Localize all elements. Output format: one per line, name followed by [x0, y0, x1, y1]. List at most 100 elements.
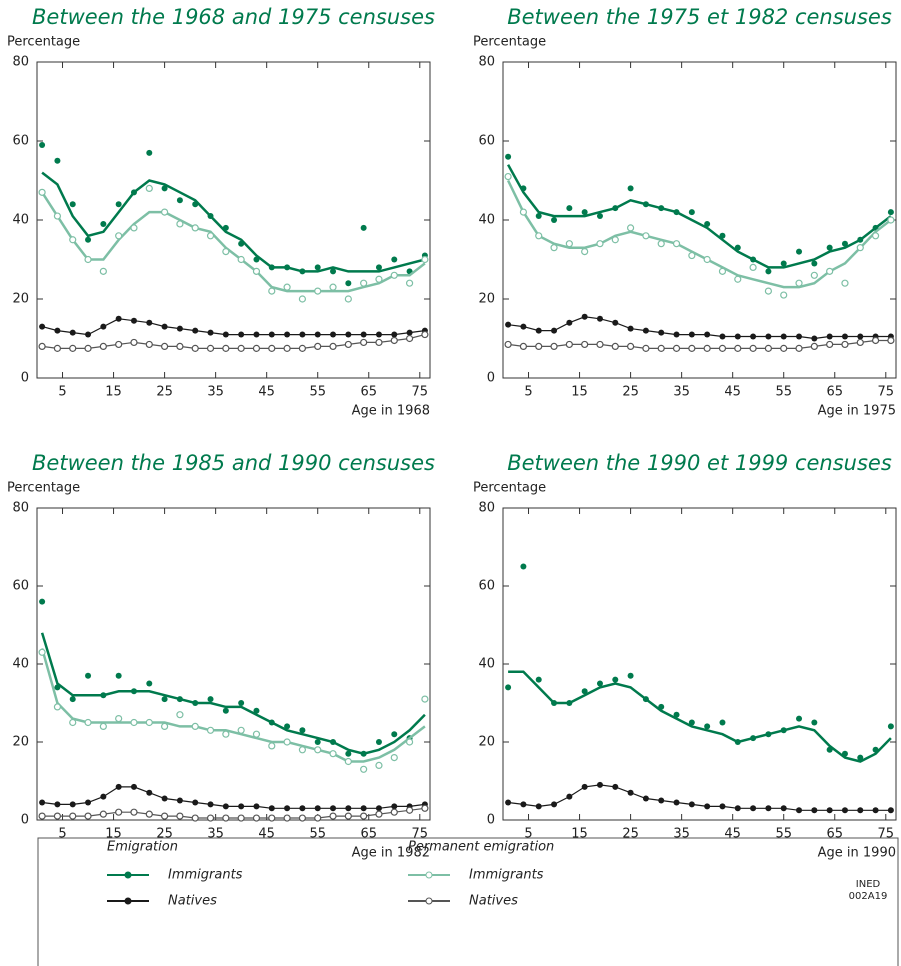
- data-point: [391, 803, 398, 810]
- data-point: [673, 209, 680, 216]
- data-point: [796, 807, 803, 814]
- data-point: [857, 754, 864, 761]
- x-tick-label: 65: [826, 827, 843, 842]
- data-point: [765, 731, 772, 738]
- series-line: [508, 316, 891, 340]
- data-point: [69, 812, 77, 820]
- data-point: [85, 236, 92, 243]
- data-point: [344, 812, 352, 820]
- data-point: [237, 344, 245, 352]
- data-point: [826, 807, 833, 814]
- data-point: [99, 722, 107, 731]
- data-point: [253, 707, 260, 714]
- legend-box: [37, 837, 899, 966]
- data-point: [146, 680, 153, 687]
- data-point: [222, 707, 229, 714]
- x-tick-label: 35: [207, 827, 224, 842]
- data-point: [719, 803, 726, 810]
- series-line: [41, 318, 425, 336]
- data-point: [283, 738, 291, 746]
- x-tick-label: 25: [156, 385, 173, 400]
- data-point: [160, 208, 169, 216]
- data-point: [176, 797, 183, 804]
- legend-marker: [124, 871, 132, 879]
- series-line: [42, 807, 425, 819]
- data-point: [390, 336, 398, 345]
- legend-group-title: Permanent emigration: [408, 840, 554, 855]
- x-tick-label: 25: [156, 827, 173, 842]
- data-point: [314, 739, 321, 745]
- data-point: [626, 224, 635, 232]
- data-point: [268, 814, 276, 822]
- data-point: [520, 801, 527, 808]
- data-point: [765, 268, 772, 275]
- data-point: [657, 240, 665, 248]
- x-tick-label: 45: [724, 385, 741, 400]
- data-point: [146, 789, 153, 796]
- series-line: [507, 164, 892, 269]
- data-point: [841, 807, 848, 814]
- data-point: [268, 742, 276, 750]
- data-point: [704, 803, 711, 810]
- data-point: [749, 263, 757, 271]
- data-point: [222, 814, 230, 822]
- data-point: [505, 321, 512, 328]
- data-point: [206, 726, 215, 734]
- data-point: [130, 688, 137, 695]
- data-point: [145, 810, 153, 818]
- data-point: [69, 801, 76, 808]
- data-point: [734, 275, 742, 283]
- data-point: [658, 205, 665, 212]
- x-tick-label: 65: [360, 385, 377, 400]
- data-point: [161, 323, 168, 330]
- x-tick-label: 45: [258, 385, 275, 400]
- data-point: [345, 331, 352, 338]
- data-point: [85, 672, 92, 679]
- data-point: [69, 696, 76, 703]
- y-tick-label: 80: [478, 501, 495, 516]
- data-point: [505, 799, 512, 806]
- y-tick-label: 80: [478, 55, 495, 70]
- data-point: [145, 340, 153, 349]
- x-tick-label: 25: [622, 385, 639, 400]
- data-point: [284, 723, 291, 730]
- data-point: [375, 331, 382, 338]
- data-point: [329, 342, 337, 350]
- data-point: [421, 330, 429, 339]
- data-point: [796, 715, 803, 722]
- data-point: [99, 810, 107, 818]
- x-tick-label: 75: [878, 385, 895, 400]
- data-point: [811, 807, 818, 814]
- data-point: [344, 295, 352, 303]
- data-point: [360, 224, 367, 231]
- data-point: [642, 696, 649, 703]
- data-point: [145, 184, 153, 192]
- x-tick-label: 15: [571, 827, 588, 842]
- data-point: [391, 731, 398, 738]
- data-point: [69, 329, 76, 336]
- data-point: [53, 344, 62, 352]
- data-point: [703, 344, 711, 352]
- data-point: [299, 805, 306, 812]
- data-point: [750, 735, 757, 742]
- data-point: [314, 805, 321, 812]
- data-point: [535, 327, 542, 334]
- note: INED: [856, 879, 881, 890]
- data-point: [375, 761, 383, 770]
- x-tick-label: 15: [571, 385, 588, 400]
- data-point: [298, 814, 307, 822]
- data-point: [627, 672, 634, 679]
- x-tick-label: 55: [309, 385, 326, 400]
- data-point: [176, 220, 184, 228]
- data-point: [887, 807, 894, 814]
- data-point: [611, 342, 619, 350]
- data-point: [192, 201, 199, 208]
- data-point: [38, 812, 46, 820]
- x-axis-label: Age in 1968: [352, 404, 430, 419]
- series-line: [508, 784, 891, 811]
- data-point: [519, 342, 528, 350]
- data-point: [826, 746, 833, 753]
- data-point: [887, 209, 894, 216]
- data-point: [115, 808, 123, 816]
- data-point: [749, 344, 757, 352]
